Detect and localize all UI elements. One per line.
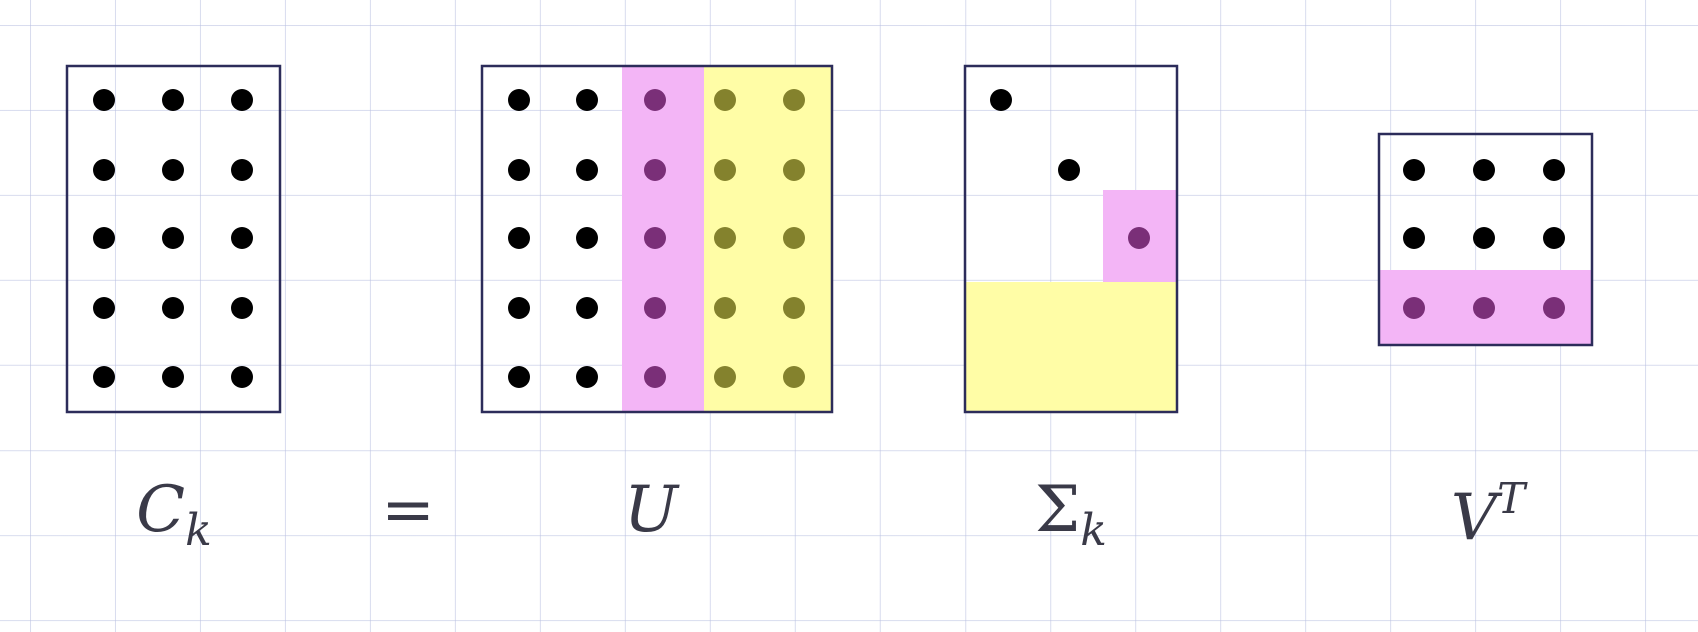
u-matrix-frame [480,64,834,414]
vt-dot [1473,227,1495,249]
sigma-k-dot [1058,159,1080,181]
vt-superscript: T [1497,474,1526,523]
u-dot [644,297,666,319]
u-dot [783,297,805,319]
u-dot [644,227,666,249]
vt-dot [1473,159,1495,181]
u-dot [508,366,530,388]
vt-dot [1543,227,1565,249]
u-dot [576,159,598,181]
u-dot [576,297,598,319]
sigma-main: Σ [1035,473,1081,547]
c-k-dot [93,89,115,111]
u-dot [576,227,598,249]
u-dot [714,227,736,249]
sigma-subscript: k [1080,505,1107,556]
vt-dot [1543,159,1565,181]
u-dot [508,159,530,181]
u-dot [644,89,666,111]
u-dot [644,159,666,181]
u-dot [576,89,598,111]
c-k-label: Ck [136,478,212,553]
c-k-dot [162,366,184,388]
u-dot [576,366,598,388]
c-k-dot [93,227,115,249]
c-k-dot [231,297,253,319]
vt-dot [1403,227,1425,249]
u-dot [644,366,666,388]
vt-dot [1473,297,1495,319]
c-k-dot [162,159,184,181]
u-label: U [624,473,678,547]
vt-matrix-frame [1377,132,1594,347]
c-k-dot [93,297,115,319]
sigma-yellow-rows [965,282,1177,412]
c-k-dot [162,89,184,111]
u-dot [714,159,736,181]
c-k-dot [162,297,184,319]
u-dot [783,89,805,111]
c-k-dot [231,89,253,111]
u-dot [783,366,805,388]
sigma-k-dot [990,89,1012,111]
c-k-subscript: k [185,505,212,556]
c-k-dot [93,366,115,388]
u-dot [783,159,805,181]
sigma-k-dot [1128,227,1150,249]
c-k-matrix-frame [65,64,282,414]
vt-dot [1543,297,1565,319]
c-k-main: C [136,473,186,547]
c-k-dot [231,227,253,249]
c-k-dot [231,366,253,388]
u-dot [714,366,736,388]
c-k-dot [231,159,253,181]
u-dot [508,89,530,111]
vt-dot [1403,297,1425,319]
c-k-dot [93,159,115,181]
equals-sign: = [381,473,435,547]
vt-dot [1403,159,1425,181]
u-dot [783,227,805,249]
u-dot [508,297,530,319]
u-dot [714,89,736,111]
matrix-dots [93,89,1565,388]
c-k-dot [162,227,184,249]
u-dot [714,297,736,319]
u-dot [508,227,530,249]
sigma-k-matrix-frame [963,64,1179,414]
sigma-k-label: Σk [1035,478,1107,553]
vt-label: VT [1451,478,1525,551]
vt-main: V [1450,481,1498,555]
